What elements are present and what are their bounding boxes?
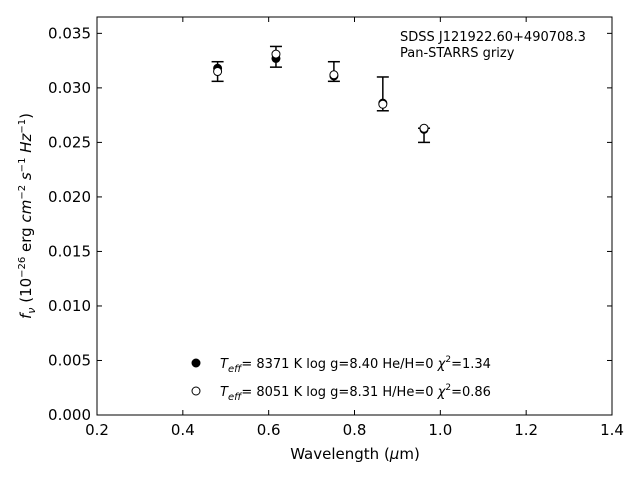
legend-marker xyxy=(191,358,201,368)
x-tick-label: 0.4 xyxy=(171,421,195,439)
legend-marker xyxy=(191,386,201,396)
legend-entry: Teff= 8051 K log g=8.31 H/He=0 χ2=0.86 xyxy=(220,383,491,403)
y-tick-label: 0.005 xyxy=(48,351,91,369)
y-tick-label: 0.015 xyxy=(48,242,91,260)
y-tick-label: 0.010 xyxy=(48,297,91,315)
x-tick-label: 0.2 xyxy=(85,421,109,439)
y-tick-label: 0.030 xyxy=(48,79,91,97)
y-tick-label: 0.035 xyxy=(48,24,91,42)
x-tick-label: 1.0 xyxy=(428,421,452,439)
x-tick-label: 0.8 xyxy=(343,421,367,439)
point-model-h xyxy=(213,67,223,77)
annotation-survey: Pan-STARRS grizy xyxy=(400,46,515,61)
point-model-h xyxy=(271,49,281,59)
point-model-h xyxy=(419,123,429,133)
plot-axes xyxy=(96,16,613,416)
y-tick-label: 0.025 xyxy=(48,133,91,151)
annotation-object-name: SDSS J121922.60+490708.3 xyxy=(400,30,586,45)
x-axis-label: Wavelength (μm) xyxy=(290,445,420,463)
x-tick-label: 1.4 xyxy=(600,421,624,439)
point-model-h xyxy=(378,99,388,109)
legend-entry: Teff= 8371 K log g=8.40 He/H=0 χ2=1.34 xyxy=(220,355,491,375)
y-tick-label: 0.020 xyxy=(48,188,91,206)
error-bars xyxy=(211,45,431,144)
y-axis: 0.000 0.005 0.010 0.015 0.020 0.025 0.030 0.035 xyxy=(48,24,612,424)
x-axis: 0.2 0.4 0.6 0.8 1.0 1.2 1.4 xyxy=(85,17,624,439)
y-axis-label: fν (10−26 erg cm−2 s−1 Hz−1) xyxy=(17,113,38,319)
x-tick-label: 0.6 xyxy=(257,421,281,439)
point-model-h xyxy=(329,70,339,80)
y-tick-label: 0.000 xyxy=(48,406,91,424)
x-tick-label: 1.2 xyxy=(514,421,538,439)
plot-frame xyxy=(96,16,613,416)
data-points xyxy=(213,49,429,134)
legend: Teff= 8371 K log g=8.40 He/H=0 χ2=1.34 Te… xyxy=(191,355,491,403)
